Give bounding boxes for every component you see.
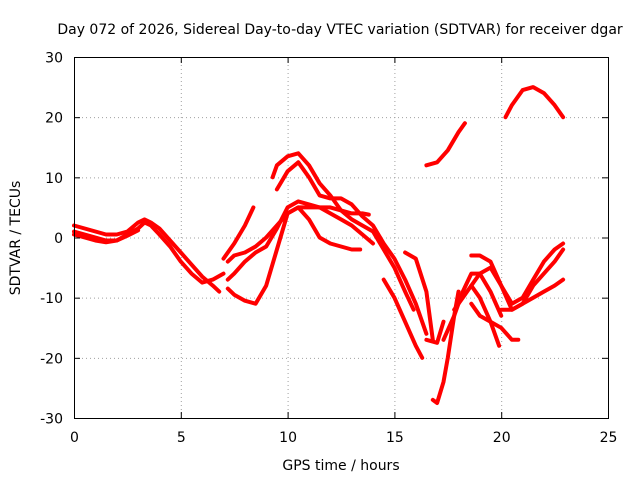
y-axis-label: SDTVAR / TECUs xyxy=(8,181,24,296)
series-arc-o xyxy=(441,271,504,342)
x-axis-label: GPS time / hours xyxy=(282,458,399,474)
x-tick-label: 25 xyxy=(600,430,618,446)
series-layer xyxy=(72,85,566,405)
chart-title: Day 072 of 2026, Sidereal Day-to-day VTE… xyxy=(57,22,623,38)
series-arc-t xyxy=(499,277,566,312)
y-tick-label: 0 xyxy=(54,231,63,247)
series-arc-r xyxy=(469,301,521,342)
series-arc-u xyxy=(503,85,566,120)
grid-layer xyxy=(74,57,608,418)
series-arc-j xyxy=(381,277,425,360)
x-tick-label: 5 xyxy=(177,430,186,446)
y-tick-label: 10 xyxy=(45,171,63,187)
series-arc-k xyxy=(403,250,435,342)
y-tick-label: -10 xyxy=(40,291,63,307)
y-tick-label: 20 xyxy=(45,111,63,127)
series-arc-g xyxy=(225,205,371,264)
series-arc-s xyxy=(469,283,502,348)
y-tick-label: -30 xyxy=(40,412,63,428)
x-tick-label: 0 xyxy=(70,430,79,446)
series-arc-i xyxy=(274,160,429,336)
series-arc-m xyxy=(424,319,446,345)
series-arc-l xyxy=(424,121,467,168)
series-arc-a xyxy=(72,217,222,294)
x-tick-label: 15 xyxy=(386,430,404,446)
series-arc-c xyxy=(72,228,141,245)
tick-layer: 0 5 10 15 20 25 -30 -20 -10 0 10 20 30 xyxy=(40,51,617,447)
series-arc-f xyxy=(225,199,375,282)
x-tick-label: 10 xyxy=(279,430,297,446)
series-arc-b xyxy=(72,220,226,285)
y-tick-label: -20 xyxy=(40,351,63,367)
y-tick-label: 30 xyxy=(45,51,63,67)
series-arc-d xyxy=(221,205,256,261)
x-tick-label: 20 xyxy=(493,430,511,446)
series-arc-h xyxy=(270,151,416,312)
